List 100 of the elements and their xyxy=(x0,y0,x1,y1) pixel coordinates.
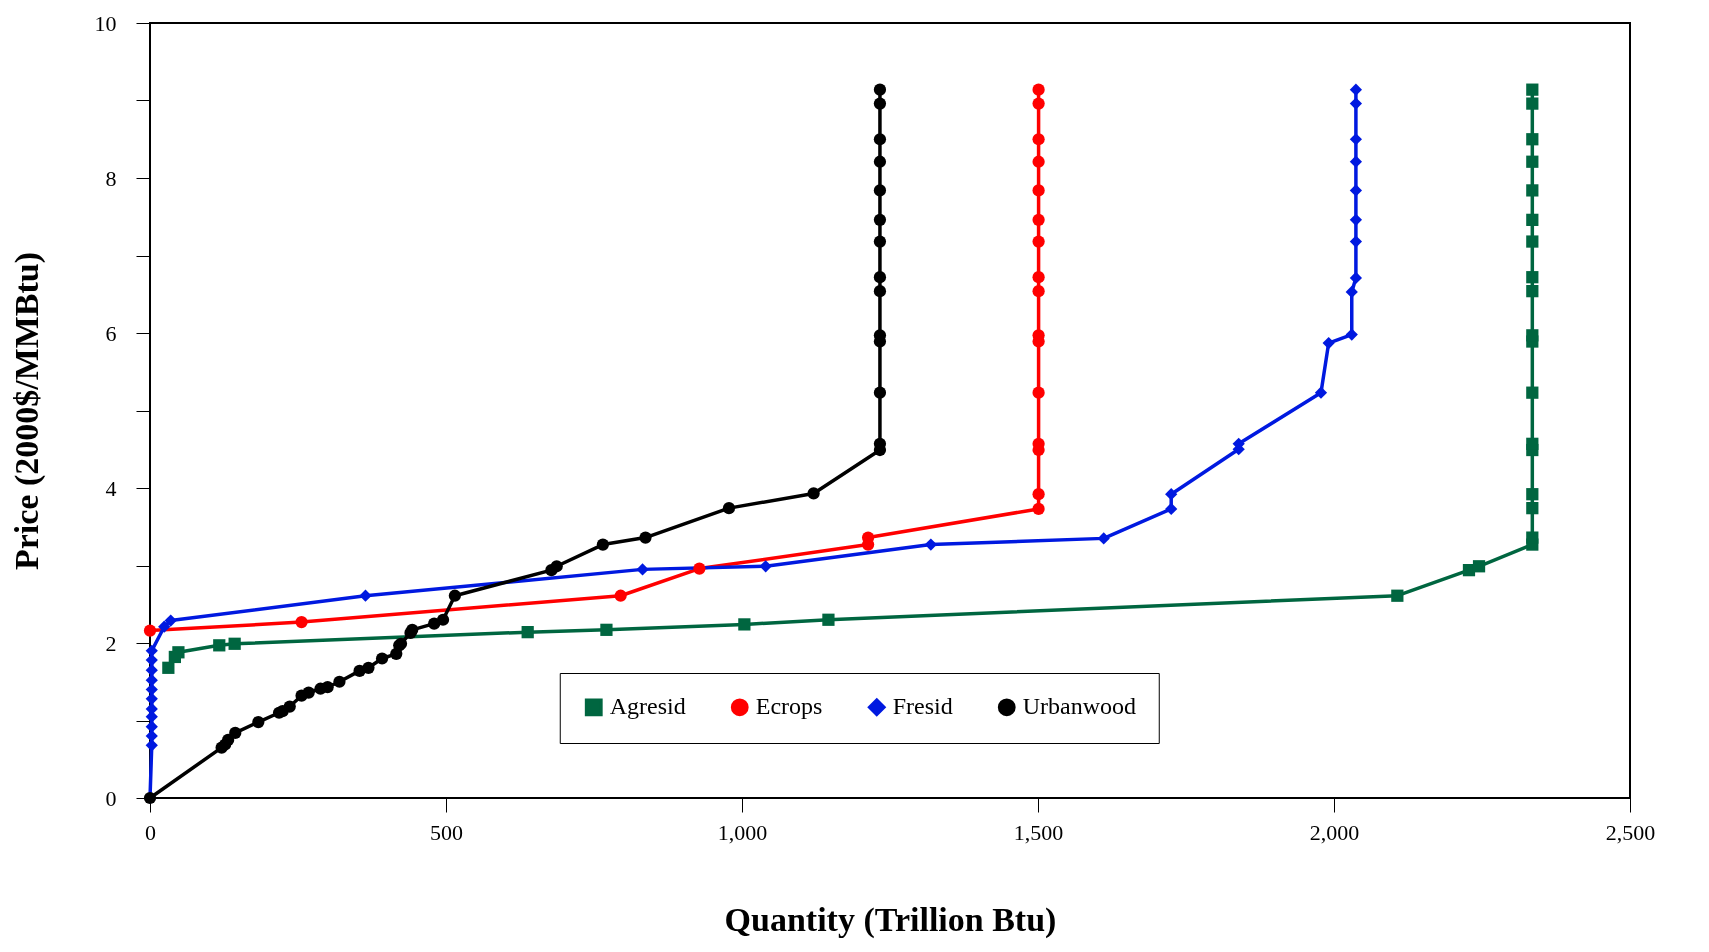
point xyxy=(1345,328,1358,341)
point xyxy=(1165,502,1178,516)
point xyxy=(873,184,887,197)
y-tick-label: 2 xyxy=(105,630,117,656)
point xyxy=(213,639,226,652)
point xyxy=(1526,97,1539,110)
point xyxy=(521,626,534,639)
point xyxy=(1032,271,1045,284)
point xyxy=(924,538,937,551)
legend-label: Agresid xyxy=(609,693,686,720)
point xyxy=(164,614,177,627)
point xyxy=(229,726,242,740)
y-tick-label: 6 xyxy=(105,320,117,346)
point xyxy=(145,644,158,657)
point xyxy=(333,675,346,688)
point xyxy=(1349,133,1363,146)
point xyxy=(873,97,887,110)
point xyxy=(1032,235,1045,248)
point xyxy=(162,661,175,674)
point xyxy=(359,589,372,602)
point xyxy=(722,502,736,515)
y-tick-label: 4 xyxy=(105,475,117,501)
point xyxy=(1526,271,1539,284)
point xyxy=(158,620,171,633)
point xyxy=(1032,133,1045,146)
point xyxy=(252,715,265,729)
point xyxy=(873,155,887,168)
point xyxy=(143,624,157,637)
point xyxy=(1314,386,1328,399)
point xyxy=(1349,184,1363,197)
point xyxy=(1391,589,1404,602)
point xyxy=(861,531,875,544)
point xyxy=(873,271,887,284)
legend-label: Ecrops xyxy=(755,693,823,720)
point xyxy=(1526,531,1539,544)
point xyxy=(1322,336,1335,350)
point xyxy=(283,700,296,713)
point xyxy=(1526,133,1539,146)
point xyxy=(873,285,887,298)
legend-label: Urbanwood xyxy=(1022,693,1137,720)
point xyxy=(1032,502,1045,516)
point xyxy=(1526,437,1539,450)
point xyxy=(636,563,649,576)
point xyxy=(1032,285,1045,298)
x-tick-label: 1,500 xyxy=(1013,819,1064,845)
x-tick-label: 500 xyxy=(430,819,463,845)
point xyxy=(302,686,315,699)
point xyxy=(1032,97,1045,110)
point xyxy=(362,661,375,674)
point xyxy=(375,652,389,665)
point xyxy=(1526,213,1539,226)
x-tick-label: 2,500 xyxy=(1605,819,1656,845)
legend-label: Fresid xyxy=(892,693,953,720)
point xyxy=(1526,386,1539,399)
point xyxy=(1349,213,1363,226)
y-tick-label: 8 xyxy=(105,165,117,191)
point xyxy=(873,213,887,226)
point xyxy=(448,589,461,602)
point xyxy=(172,646,185,659)
point xyxy=(873,235,887,248)
point xyxy=(1032,213,1045,226)
point xyxy=(873,386,887,399)
point xyxy=(1032,488,1045,501)
x-axis-title: Quantity (Trillion Btu) xyxy=(724,900,1057,939)
point xyxy=(222,733,235,746)
point xyxy=(1349,97,1363,110)
point xyxy=(1345,285,1358,299)
point xyxy=(436,613,450,626)
point xyxy=(228,637,241,650)
point xyxy=(1349,155,1363,168)
point xyxy=(1472,560,1486,573)
point xyxy=(600,623,613,636)
point xyxy=(614,589,627,602)
point xyxy=(873,83,887,96)
point xyxy=(822,613,835,626)
point xyxy=(693,562,706,575)
y-tick-label: 10 xyxy=(94,10,117,36)
point xyxy=(1526,235,1539,248)
point xyxy=(1349,271,1363,285)
point xyxy=(1032,155,1045,168)
point xyxy=(1526,285,1539,298)
point xyxy=(1032,184,1045,197)
point xyxy=(145,739,158,752)
point xyxy=(639,531,652,544)
point xyxy=(1526,184,1539,197)
point xyxy=(738,618,751,631)
point xyxy=(1032,386,1045,399)
point xyxy=(1526,502,1539,515)
point xyxy=(873,133,887,146)
point xyxy=(807,487,820,500)
point xyxy=(1032,83,1045,96)
point xyxy=(1526,83,1539,96)
point xyxy=(1526,329,1539,342)
point xyxy=(1526,488,1539,501)
point xyxy=(1349,83,1363,96)
x-tick-label: 0 xyxy=(145,819,156,845)
x-tick-label: 1,000 xyxy=(717,819,768,845)
point xyxy=(1349,235,1363,248)
point xyxy=(550,560,563,573)
y-tick-label: 0 xyxy=(105,785,117,811)
